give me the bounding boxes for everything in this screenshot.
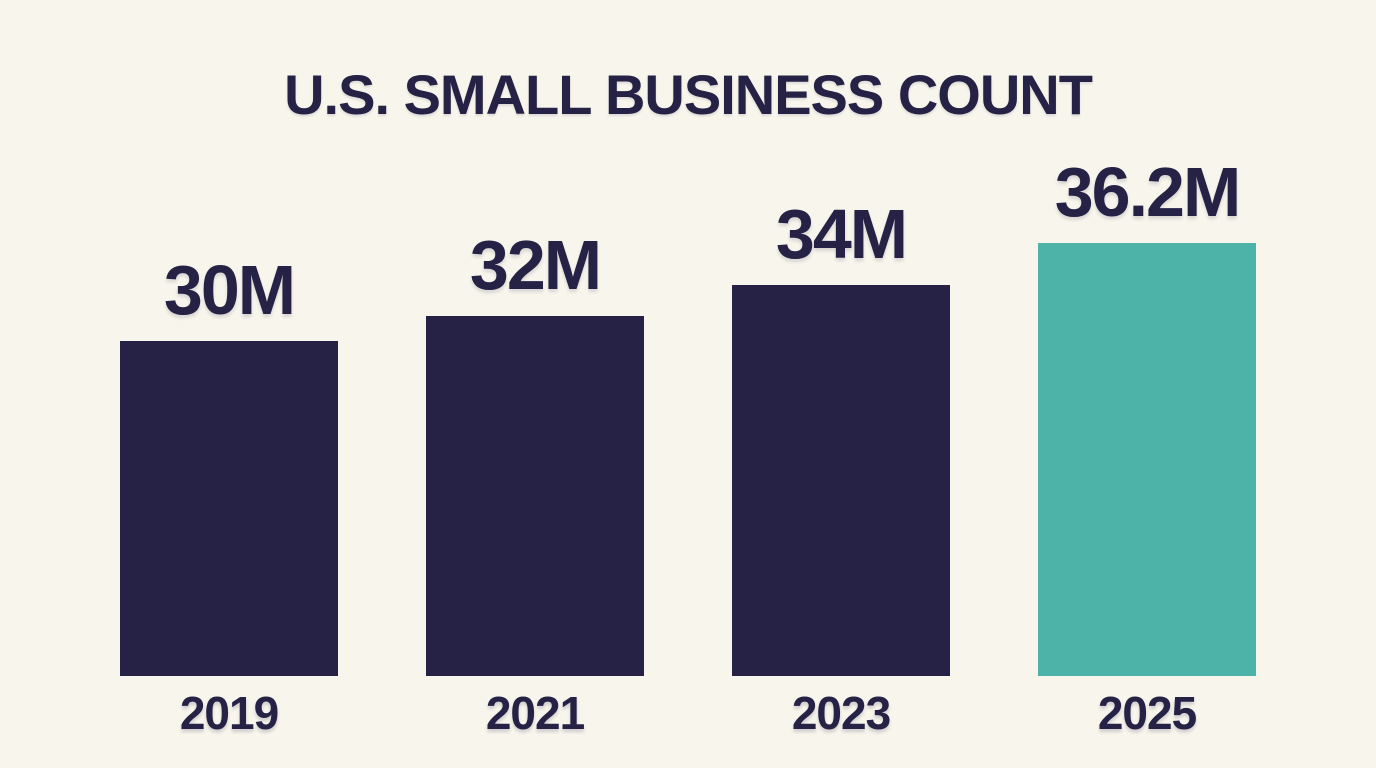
bar-column-2021: 32M 2021 <box>426 230 644 736</box>
bars-row: 30M 2019 32M 2021 34M 2023 36.2M 2025 <box>0 157 1376 736</box>
bar-year-label-2025: 2025 <box>1097 687 1197 739</box>
bar-year-label-2019: 2019 <box>179 687 279 739</box>
bar-2025 <box>1038 243 1256 676</box>
bar-value-label-2021: 32M <box>469 226 602 304</box>
bar-year-label-2021: 2021 <box>485 687 585 739</box>
bar-column-2023: 34M 2023 <box>732 199 950 736</box>
bar-value-label-2025: 36.2M <box>1054 153 1242 231</box>
bar-year-label-2023: 2023 <box>791 687 891 739</box>
bar-column-2025: 36.2M 2025 <box>1038 157 1256 736</box>
chart-title: U.S. SMALL BUSINESS COUNT <box>284 63 1093 126</box>
bar-column-2019: 30M 2019 <box>120 255 338 736</box>
bar-value-label-2023: 34M <box>775 195 908 273</box>
bar-2019 <box>120 341 338 676</box>
bar-value-label-2019: 30M <box>163 251 296 329</box>
bar-2023 <box>732 285 950 676</box>
bar-2021 <box>426 316 644 676</box>
